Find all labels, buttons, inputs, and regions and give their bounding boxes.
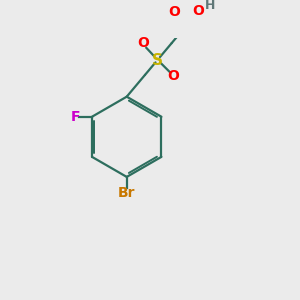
Text: F: F xyxy=(70,110,80,124)
Text: Br: Br xyxy=(118,186,136,200)
Text: O: O xyxy=(168,5,180,19)
Text: O: O xyxy=(167,68,179,83)
Text: H: H xyxy=(204,0,215,12)
Text: O: O xyxy=(192,4,204,19)
Text: O: O xyxy=(137,36,149,50)
Text: S: S xyxy=(152,52,163,68)
